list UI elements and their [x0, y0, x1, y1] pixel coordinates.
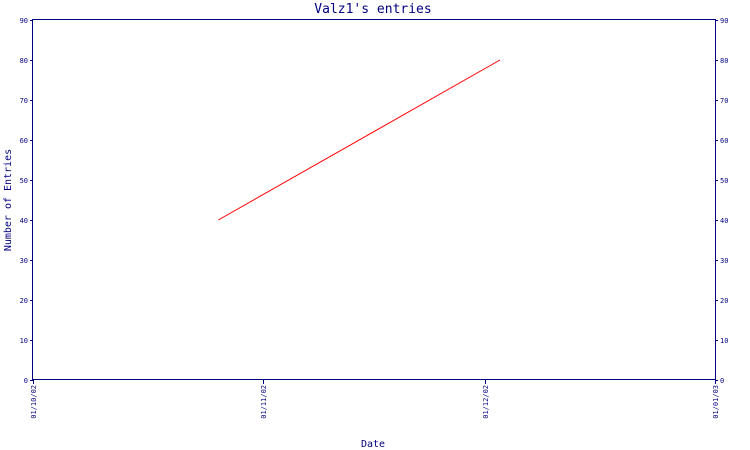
- y-tick-label-right: 40: [720, 217, 728, 225]
- x-axis-label: Date: [361, 439, 385, 450]
- plot-frame: [32, 19, 716, 380]
- y-tick-label-right: 20: [720, 297, 728, 305]
- y-tick-label-left: 50: [20, 177, 28, 185]
- y-tick-label-right: 0: [720, 377, 724, 385]
- chart-title: Valz1's entries: [314, 2, 431, 17]
- y-tick-label-left: 80: [20, 57, 28, 65]
- y-axis-left: 0 10 20 30 40 50 60 70 80 90: [20, 17, 33, 385]
- y-tick-label-right: 70: [720, 97, 728, 105]
- y-tick-label-left: 90: [20, 17, 28, 25]
- y-tick-label-right: 10: [720, 337, 728, 345]
- x-tick-label: 01/10/02: [30, 385, 38, 419]
- y-tick-label-right: 30: [720, 257, 728, 265]
- y-tick-label-right: 90: [720, 17, 728, 25]
- y-tick-label-left: 70: [20, 97, 28, 105]
- series-layer: [218, 59, 501, 221]
- y-tick-label-left: 0: [24, 377, 28, 385]
- y-tick-label-left: 60: [20, 137, 28, 145]
- y-tick-label-left: 20: [20, 297, 28, 305]
- y-tick-label-right: 80: [720, 57, 728, 65]
- y-tick-label-left: 40: [20, 217, 28, 225]
- y-tick-label-left: 30: [20, 257, 28, 265]
- y-tick-label-right: 50: [720, 177, 728, 185]
- x-axis: 01/10/02 01/11/02 01/12/02 01/01/03: [30, 380, 720, 419]
- y-tick-label-left: 10: [20, 337, 28, 345]
- y-axis-label: Number of Entries: [3, 149, 14, 251]
- x-tick-label: 01/01/03: [712, 385, 720, 419]
- x-tick-label: 01/12/02: [482, 385, 490, 419]
- series-line: [218, 59, 501, 221]
- x-tick-label: 01/11/02: [260, 385, 268, 419]
- y-tick-label-right: 60: [720, 137, 728, 145]
- y-axis-right: 0 10 20 30 40 50 60 70 80 90: [715, 17, 728, 385]
